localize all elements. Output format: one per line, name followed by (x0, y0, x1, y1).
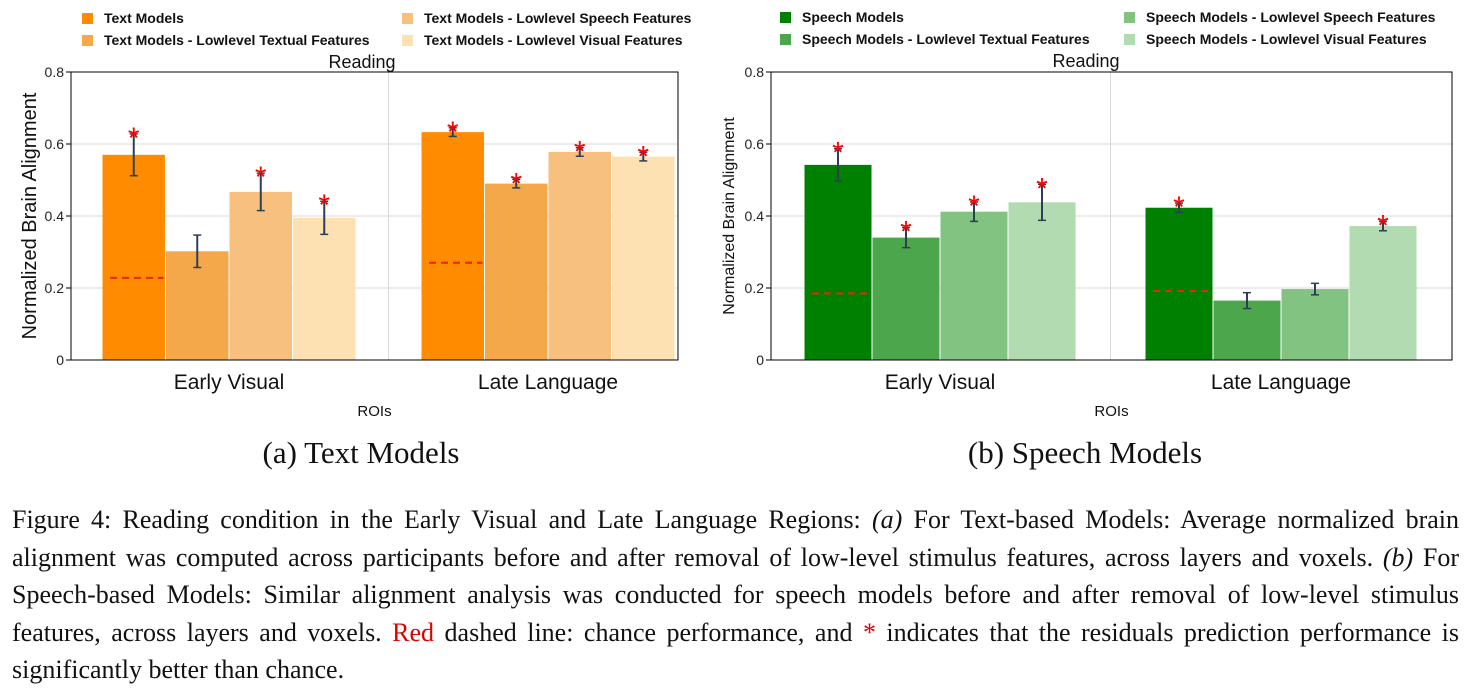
chart-title: Reading (1052, 51, 1119, 71)
legend-entry: Text Models - Lowlevel Textual Features (104, 32, 370, 48)
significance-star: * (510, 167, 522, 200)
legend-entry: Speech Models - Lowlevel Speech Features (1146, 9, 1436, 25)
y-tick-label: 0.6 (45, 136, 65, 152)
caption-part-a-text: For Text-based Models: Average normalize… (12, 505, 1460, 572)
significance-star: * (255, 161, 267, 194)
plot-frame (770, 71, 1453, 361)
legend-swatch (402, 35, 413, 46)
y-axis-label: Normalized Brain Alignment (19, 92, 41, 339)
caption-significance-text: indicates that the residuals prediction … (12, 617, 1460, 685)
legend-entry: Speech Models - Lowlevel Visual Features (1146, 31, 1427, 47)
bar (612, 156, 675, 360)
legend-entry: Speech Models - Lowlevel Textual Feature… (802, 31, 1090, 47)
significance-star: * (447, 116, 459, 149)
x-axis-label: ROIs (357, 403, 391, 420)
significance-star: * (318, 189, 330, 222)
chart-title: Reading (328, 52, 395, 72)
bar (1349, 226, 1417, 360)
sub-caption: (a) Text Models (263, 435, 460, 470)
caption-intro: Reading condition in the Early Visual an… (122, 505, 861, 534)
x-category-label: Late Language (478, 371, 618, 394)
x-category-label: Early Visual (885, 371, 996, 394)
caption-part-b-label: (b) (1382, 542, 1414, 572)
significance-star: * (574, 136, 586, 169)
bar (1213, 300, 1281, 360)
y-tick-label: 0.6 (745, 136, 765, 152)
bar (102, 154, 165, 360)
y-tick-label: 0.2 (45, 280, 65, 296)
bar (940, 211, 1008, 360)
y-tick-label: 0.4 (45, 208, 65, 224)
legend-entry: Speech Models (802, 9, 904, 25)
y-axis-label: Normalized Brain Alignment (721, 117, 738, 315)
figure-caption: Figure 4: Reading condition in the Early… (12, 501, 1459, 689)
plot-frame (70, 71, 679, 361)
caption-label: Figure 4: (12, 505, 112, 534)
legend-entry: Text Models - Lowlevel Speech Features (424, 10, 692, 26)
significance-star: * (968, 190, 980, 223)
bar (1145, 207, 1213, 360)
y-tick-label: 0 (56, 352, 64, 368)
significance-star: * (900, 216, 912, 249)
significance-star: * (832, 137, 844, 170)
x-category-label: Early Visual (174, 371, 285, 394)
x-axis-label: ROIs (1094, 403, 1128, 420)
legend-entry: Text Models - Lowlevel Visual Features (424, 32, 683, 48)
caption-chance-text: dashed line: chance performance, and (444, 617, 853, 647)
y-tick-label: 0.2 (745, 280, 765, 296)
bar (1281, 289, 1349, 360)
chart-text-models: 0 0.2 0.4 0.6 0.8 * * * * * * * Early Visual Late Lan… (19, 10, 692, 470)
bar (229, 191, 292, 360)
bar (485, 183, 548, 360)
bar (872, 237, 940, 360)
significance-star: * (1377, 209, 1389, 242)
legend-swatch (82, 35, 93, 46)
caption-star-symbol: * (862, 617, 876, 647)
caption-part-b-text: For Speech-based Models: Similar alignme… (12, 542, 1459, 647)
significance-star: * (1036, 172, 1048, 205)
bar (421, 132, 484, 360)
sub-caption: (b) Speech Models (968, 435, 1202, 470)
y-tick-label: 0.8 (745, 64, 765, 80)
y-tick-label: 0 (756, 352, 764, 368)
y-tick-label: 0.8 (45, 64, 65, 80)
chart-speech-models: 0 0.2 0.4 0.6 0.8 * * * * * * Early Visual Late Lang… (721, 9, 1453, 470)
legend-swatch (1124, 34, 1135, 45)
significance-star: * (1173, 191, 1185, 224)
y-tick-label: 0.4 (745, 208, 765, 224)
x-category-label: Late Language (1211, 371, 1351, 394)
figure-canvas: 0 0.2 0.4 0.6 0.8 * * * * * * * Early Visual Late Lan… (19, 9, 1453, 470)
bar (293, 217, 356, 360)
legend-swatch (82, 13, 93, 24)
caption-part-a-label: (a) (871, 505, 903, 534)
legend-entry: Text Models (104, 10, 184, 26)
bar (166, 251, 229, 360)
legend-swatch (780, 34, 791, 45)
legend-swatch (1124, 12, 1135, 23)
significance-star: * (637, 140, 649, 173)
legend-swatch (402, 13, 413, 24)
bar (1008, 202, 1076, 360)
bar (548, 151, 611, 360)
bar (804, 164, 872, 360)
legend-swatch (780, 12, 791, 23)
caption-red-word: Red (392, 617, 435, 647)
significance-star: * (128, 122, 140, 155)
